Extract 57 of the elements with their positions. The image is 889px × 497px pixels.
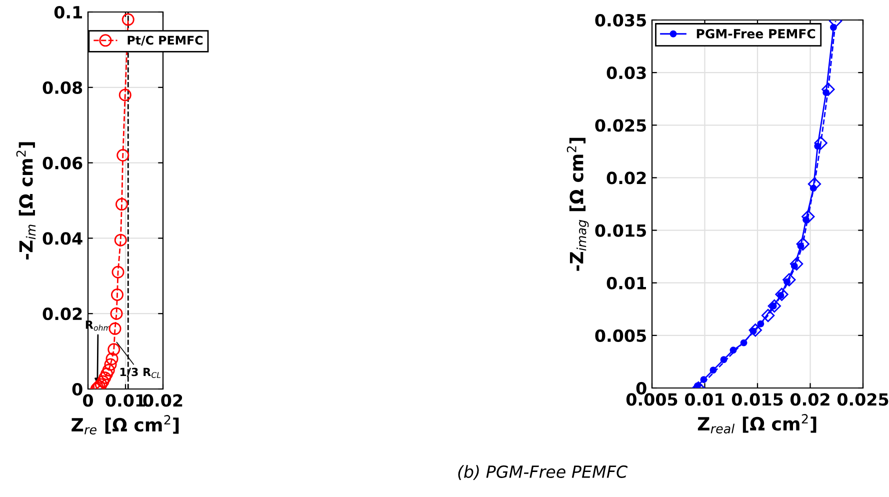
y-tick-label: 0.015 <box>595 224 646 237</box>
x-tick-label: 0.01 <box>106 394 145 407</box>
legend-label: Pt/C PEMFC <box>128 36 203 46</box>
y-tick-label: 0.1 <box>54 6 82 19</box>
point <box>111 288 124 301</box>
y-tick-label: 0 <box>636 382 646 395</box>
point <box>748 324 762 337</box>
y-tick-label: 0 <box>72 382 82 396</box>
point <box>790 257 804 271</box>
point <box>768 299 781 313</box>
x-tick-label: 0.02 <box>790 393 830 406</box>
point <box>822 82 835 96</box>
x-tick-label: 0.005 <box>626 393 678 406</box>
y-tick-label: 0.01 <box>606 276 646 290</box>
y-tick-label: 0.08 <box>42 81 82 94</box>
x-tick-label: 0.025 <box>837 393 888 406</box>
point <box>106 352 118 366</box>
y-tick-label: 0.025 <box>595 119 646 132</box>
y-axis-title: -Z$_{imag}$ [Ω cm$^{2}$] <box>566 138 589 271</box>
y-tick-label: 0.06 <box>42 156 82 170</box>
point <box>116 198 128 211</box>
x-axis-title: Z$_{re}$ [Ω cm$^{2}$] <box>72 415 179 434</box>
point <box>114 234 127 246</box>
point <box>775 288 788 302</box>
point <box>814 136 828 150</box>
point <box>110 307 123 320</box>
text: (b) PGM-Free PEMFC <box>458 465 628 480</box>
point <box>118 88 132 102</box>
point <box>112 266 124 278</box>
y-tick-label: 0.005 <box>595 329 646 342</box>
point <box>96 375 110 388</box>
point <box>122 13 134 26</box>
y-tick-label: 0.03 <box>606 66 646 80</box>
y-tick-label: 0.02 <box>606 172 646 184</box>
x-tick-label: 0.015 <box>732 393 783 406</box>
point <box>802 210 815 224</box>
x-tick-label: 0.02 <box>143 394 182 407</box>
y-tick-label: 0.02 <box>42 308 82 320</box>
x-axis-title: Z$_{real}$ [Ω cm$^{2}$] <box>698 414 816 434</box>
y-tick-label: 0.04 <box>42 232 82 245</box>
point <box>116 149 130 162</box>
point <box>108 343 120 356</box>
point <box>108 322 122 335</box>
point <box>796 237 810 251</box>
y-tick-label: 0.035 <box>595 14 646 27</box>
legend-label: PGM-Free PEMFC <box>696 28 816 38</box>
point <box>100 368 113 380</box>
point <box>782 273 796 286</box>
point <box>761 308 775 322</box>
point <box>98 371 112 384</box>
x-tick-label: 0 <box>83 394 93 407</box>
point <box>104 358 117 371</box>
annotation: 1/3 R$_{CL}$ <box>120 368 161 378</box>
point <box>102 364 115 376</box>
point <box>808 177 822 191</box>
y-axis-title: -Z$_{im}$ [Ω cm$^{2}$] <box>16 142 36 260</box>
x-tick-label: 0.01 <box>684 393 724 406</box>
